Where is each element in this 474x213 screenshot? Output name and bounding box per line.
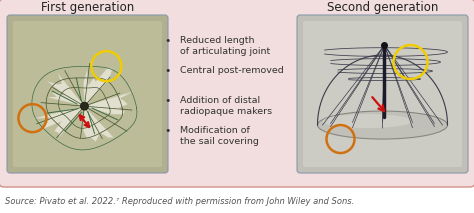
Polygon shape xyxy=(46,73,84,106)
FancyBboxPatch shape xyxy=(0,0,474,187)
Text: •: • xyxy=(165,96,171,106)
Text: Source: Pivato et al. 2022.⁷ Reproduced with permission from John Wiley and Sons: Source: Pivato et al. 2022.⁷ Reproduced … xyxy=(5,197,354,206)
Text: Central post-removed: Central post-removed xyxy=(180,66,284,75)
FancyBboxPatch shape xyxy=(297,15,468,173)
Text: Reduced length
of articulating joint: Reduced length of articulating joint xyxy=(180,36,270,56)
Text: First generation: First generation xyxy=(41,1,134,14)
Circle shape xyxy=(81,102,88,110)
FancyBboxPatch shape xyxy=(303,21,462,167)
Ellipse shape xyxy=(318,111,447,139)
Polygon shape xyxy=(83,106,114,142)
Text: Second generation: Second generation xyxy=(327,1,438,14)
Text: •: • xyxy=(165,36,171,46)
Polygon shape xyxy=(84,91,134,115)
Text: Modification of
the sail covering: Modification of the sail covering xyxy=(180,126,259,147)
Ellipse shape xyxy=(322,114,412,128)
Text: Addition of distal
radiopaque makers: Addition of distal radiopaque makers xyxy=(180,96,272,117)
FancyBboxPatch shape xyxy=(7,15,168,173)
Polygon shape xyxy=(31,106,84,137)
FancyBboxPatch shape xyxy=(13,21,162,167)
Text: •: • xyxy=(165,126,171,136)
Text: •: • xyxy=(165,66,171,76)
Polygon shape xyxy=(83,68,113,106)
